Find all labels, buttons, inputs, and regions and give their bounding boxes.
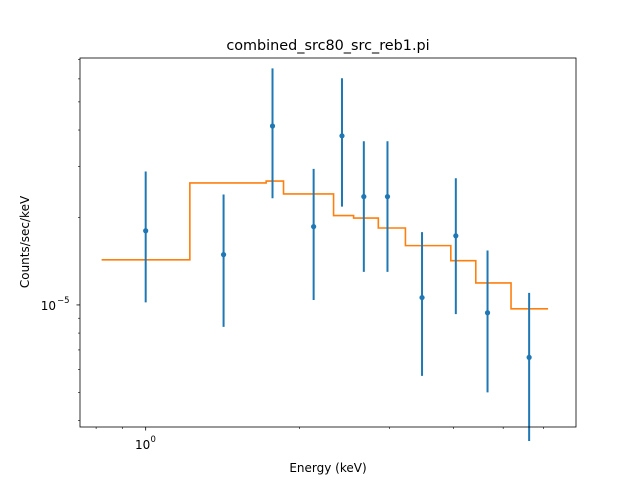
data-point-2	[220, 252, 227, 258]
data-point-1	[143, 228, 149, 234]
x-tick-label-exponent: 0	[150, 435, 155, 445]
y-axis-label: Counts/sec/keV	[18, 195, 32, 288]
x-tick-label: 10	[135, 438, 150, 452]
data-point-7	[384, 194, 391, 200]
plot-area	[101, 68, 549, 442]
x-axis-label: Energy (keV)	[289, 461, 366, 475]
data-point-11	[526, 354, 532, 360]
model-step-series	[101, 180, 549, 310]
data-errorbar-series	[143, 68, 532, 442]
data-point-9	[453, 233, 459, 239]
data-point-3	[269, 123, 276, 129]
data-point-4	[311, 224, 317, 230]
data-point-8	[419, 294, 425, 301]
axis-ticks: 10 010 −5	[41, 59, 544, 452]
data-point-5	[339, 133, 345, 139]
data-point-6	[361, 194, 367, 200]
model-step-line	[101, 180, 549, 310]
chart-title: combined_src80_src_reb1.pi	[226, 38, 429, 54]
plot-frame	[79, 57, 577, 428]
y-tick-label: 10	[41, 299, 56, 313]
data-point-10	[484, 310, 491, 316]
y-tick-label-exponent: −5	[57, 296, 70, 306]
